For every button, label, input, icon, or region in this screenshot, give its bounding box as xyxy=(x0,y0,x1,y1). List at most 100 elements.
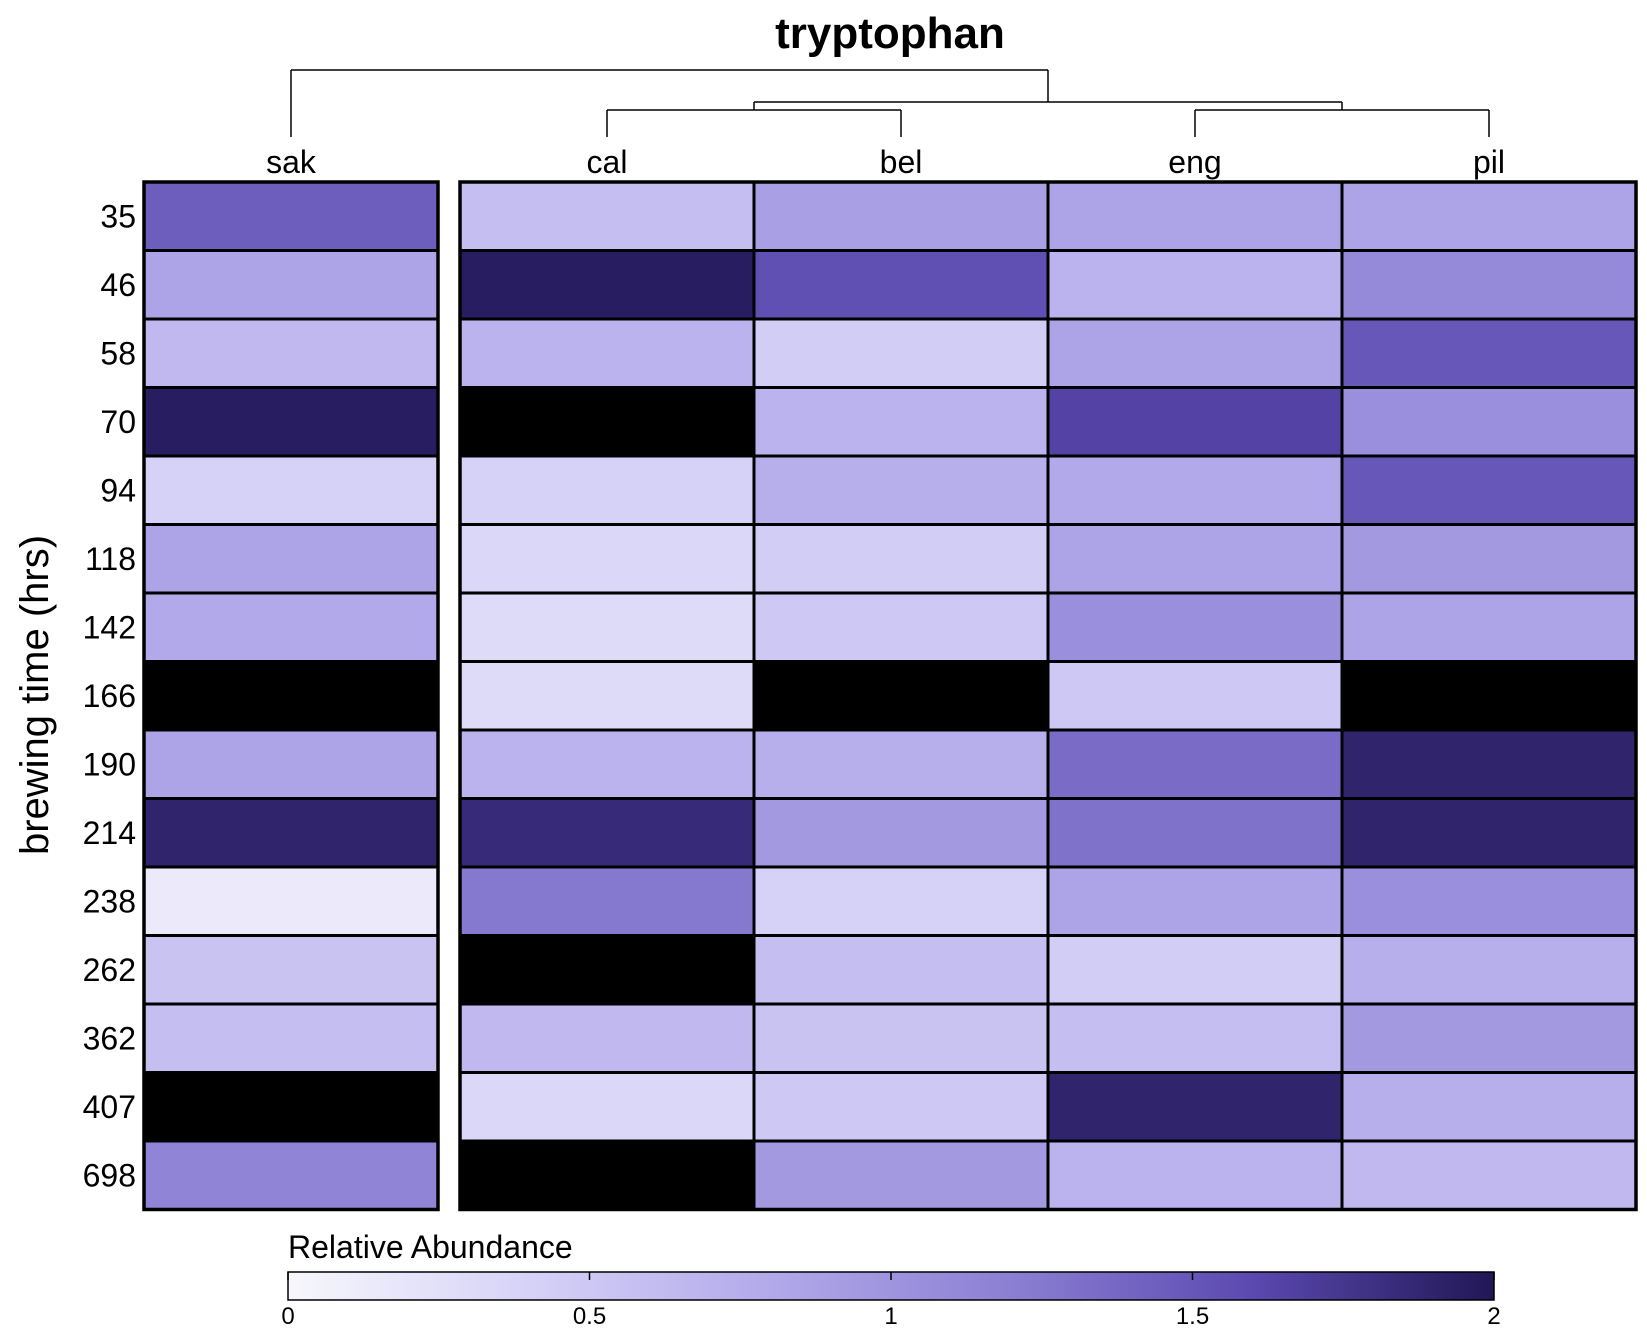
heatmap-cell xyxy=(458,180,756,252)
row-label: 142 xyxy=(83,609,136,645)
heatmap-cell xyxy=(752,454,1050,526)
heatmap-cell xyxy=(752,728,1050,800)
heatmap-cell xyxy=(142,1139,440,1211)
heatmap-cell xyxy=(1046,591,1344,663)
legend-tick-label: 1 xyxy=(884,1303,897,1330)
legend-tick-label: 2 xyxy=(1487,1303,1500,1330)
heatmap-cell xyxy=(1340,728,1638,800)
heatmap-cell xyxy=(458,1139,756,1211)
column-dendrogram xyxy=(290,69,1490,137)
heatmap-cell xyxy=(752,180,1050,252)
heatmap-cell xyxy=(1046,249,1344,321)
heatmap-borders xyxy=(142,180,1638,1212)
row-label: 166 xyxy=(83,678,136,714)
heatmap-cell xyxy=(1340,934,1638,1006)
row-label: 118 xyxy=(85,541,136,577)
column-labels: sak cal bel eng pil xyxy=(266,144,1505,180)
legend-ticks: 0 0.5 1 1.5 2 xyxy=(281,1272,1501,1330)
heatmap-block-border xyxy=(458,180,1638,1212)
heatmap-cell xyxy=(1340,1071,1638,1143)
column-label: pil xyxy=(1473,144,1505,180)
heatmap-cell xyxy=(1340,386,1638,458)
heatmap-cell xyxy=(752,386,1050,458)
dendrogram-branch xyxy=(606,109,902,137)
heatmap-cell xyxy=(1340,249,1638,321)
column-label: bel xyxy=(880,144,923,180)
heatmap-cell xyxy=(752,934,1050,1006)
heatmap-cell xyxy=(458,934,756,1006)
heatmap-cell xyxy=(1340,660,1638,732)
heatmap-cell xyxy=(752,523,1050,595)
heatmap-cell xyxy=(142,1002,440,1074)
heatmap-cell xyxy=(142,317,440,389)
dendrogram-branch xyxy=(290,69,1049,137)
heatmap-cell xyxy=(1340,797,1638,869)
heatmap-cell xyxy=(1046,728,1344,800)
heatmap-cell xyxy=(142,454,440,526)
row-label: 190 xyxy=(83,746,136,782)
heatmap-cell xyxy=(752,660,1050,732)
heatmap-cell xyxy=(1046,454,1344,526)
heatmap-cell xyxy=(752,865,1050,937)
heatmap-cell xyxy=(142,865,440,937)
heatmap-cell xyxy=(1046,1071,1344,1143)
heatmap-cell xyxy=(1340,180,1638,252)
chart-title: tryptophan xyxy=(775,9,1005,58)
heatmap-cell xyxy=(1046,180,1344,252)
column-label: eng xyxy=(1168,144,1221,180)
heatmap-cell xyxy=(1340,1002,1638,1074)
heatmap-cell xyxy=(458,1071,756,1143)
row-label: 35 xyxy=(100,198,136,234)
heatmap-cell xyxy=(142,591,440,663)
column-label: sak xyxy=(266,144,317,180)
heatmap-cell xyxy=(1340,1139,1638,1211)
row-label: 70 xyxy=(100,404,136,440)
heatmap-cell xyxy=(752,249,1050,321)
heatmap-cell xyxy=(1340,591,1638,663)
heatmap-cell xyxy=(458,249,756,321)
heatmap-cell xyxy=(458,317,756,389)
heatmap-cell xyxy=(458,728,756,800)
heatmap-cell xyxy=(142,386,440,458)
heatmap-cell xyxy=(752,797,1050,869)
row-label: 698 xyxy=(83,1157,136,1193)
row-label: 407 xyxy=(83,1089,136,1125)
heatmap-cell xyxy=(752,591,1050,663)
heatmap-cell xyxy=(142,523,440,595)
heatmap-cell xyxy=(142,728,440,800)
heatmap-cell xyxy=(1046,317,1344,389)
heatmap-cell xyxy=(752,317,1050,389)
row-label: 214 xyxy=(83,815,136,851)
y-axis-label: brewing time (hrs) xyxy=(13,535,57,855)
heatmap-cell xyxy=(1046,523,1344,595)
heatmap-cell xyxy=(142,797,440,869)
color-legend: Relative Abundance 0 0.5 1 1.5 2 xyxy=(281,1229,1500,1330)
heatmap-cell xyxy=(1046,934,1344,1006)
heatmap-cell xyxy=(1340,454,1638,526)
legend-tick-label: 1.5 xyxy=(1176,1303,1209,1330)
heatmap-cell xyxy=(1046,865,1344,937)
heatmap-cell xyxy=(142,180,440,252)
heatmap-cell xyxy=(458,865,756,937)
heatmap-cell xyxy=(1046,386,1344,458)
heatmap-cell xyxy=(1046,660,1344,732)
heatmap-cell xyxy=(458,454,756,526)
heatmap-cell xyxy=(142,1071,440,1143)
heatmap-cells xyxy=(142,180,1638,1211)
heatmap-cell xyxy=(1046,797,1344,869)
legend-title: Relative Abundance xyxy=(288,1229,573,1265)
heatmap-cell xyxy=(458,591,756,663)
heatmap-cell xyxy=(752,1071,1050,1143)
row-label: 46 xyxy=(100,267,136,303)
heatmap-block-border xyxy=(142,180,440,1212)
row-label: 262 xyxy=(83,952,136,988)
legend-tick-label: 0.5 xyxy=(573,1303,606,1330)
heatmap-cell xyxy=(458,523,756,595)
heatmap-cell xyxy=(1046,1002,1344,1074)
heatmap-cell xyxy=(458,386,756,458)
heatmap-cell xyxy=(458,660,756,732)
heatmap-cell xyxy=(1046,1139,1344,1211)
heatmap-cell xyxy=(458,797,756,869)
heatmap-cell xyxy=(1340,865,1638,937)
legend-tick-label: 0 xyxy=(281,1303,294,1330)
